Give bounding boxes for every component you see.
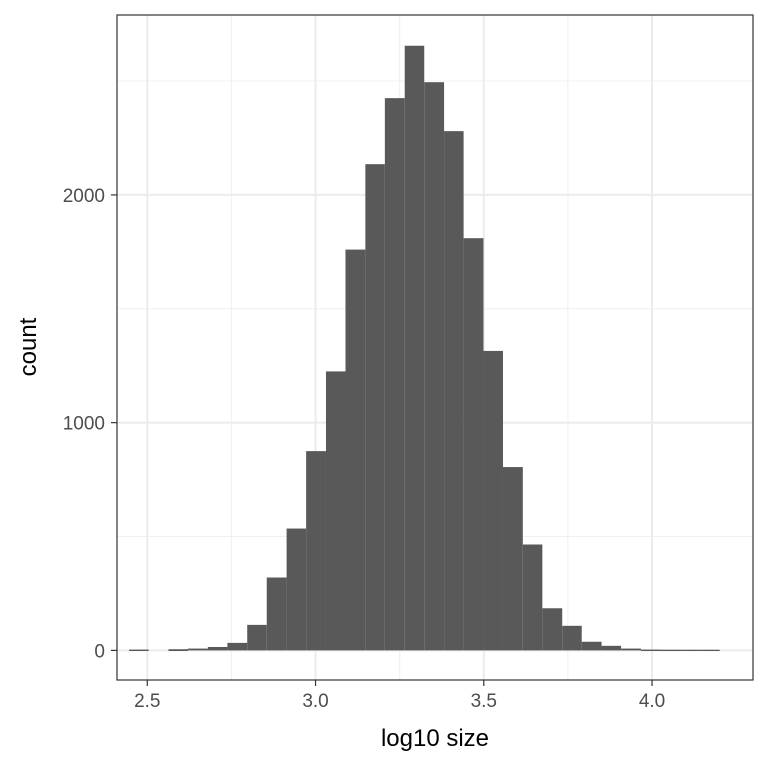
histogram-bar: [502, 467, 523, 651]
histogram-bar: [306, 451, 326, 651]
histogram-bar: [207, 646, 228, 651]
histogram-bar: [345, 249, 366, 651]
histogram-bar: [365, 164, 385, 651]
plot-panel-border: [116, 14, 754, 681]
x-tick-label: 4.0: [639, 691, 665, 712]
histogram-bar: [188, 648, 208, 651]
histogram-bar: [601, 645, 622, 651]
y-tick-label: 1000: [63, 414, 105, 435]
y-tick-label: 2000: [63, 186, 105, 207]
x-tick-label: 3.5: [471, 691, 497, 712]
x-tick-label: 2.5: [134, 691, 160, 712]
histogram-bar: [325, 371, 346, 651]
x-axis-ticks: 2.5 3.0 3.5 4.0: [134, 680, 665, 712]
y-tick-label: 0: [94, 641, 105, 662]
histogram-bar: [266, 577, 287, 651]
histogram-bar: [522, 544, 543, 651]
histogram-bar: [247, 624, 267, 651]
histogram-bar: [384, 98, 405, 651]
histogram-bar: [483, 350, 503, 651]
histogram-bar: [286, 528, 307, 651]
x-tick-label: 3.0: [302, 691, 328, 712]
histogram-bar: [444, 131, 464, 651]
histogram-bar: [424, 82, 445, 651]
y-axis-ticks: 0 1000 2000: [63, 186, 117, 662]
x-axis-title: log10 size: [381, 725, 489, 752]
histogram-bar: [581, 641, 602, 651]
histogram-bar: [404, 45, 425, 651]
histogram-bar: [463, 238, 484, 651]
histogram-bar: [227, 642, 248, 651]
y-axis-title: count: [15, 317, 42, 376]
histogram-bar: [542, 608, 563, 651]
histogram-bar: [562, 625, 582, 651]
histogram-bars: [129, 45, 720, 651]
histogram-bar: [621, 648, 641, 651]
